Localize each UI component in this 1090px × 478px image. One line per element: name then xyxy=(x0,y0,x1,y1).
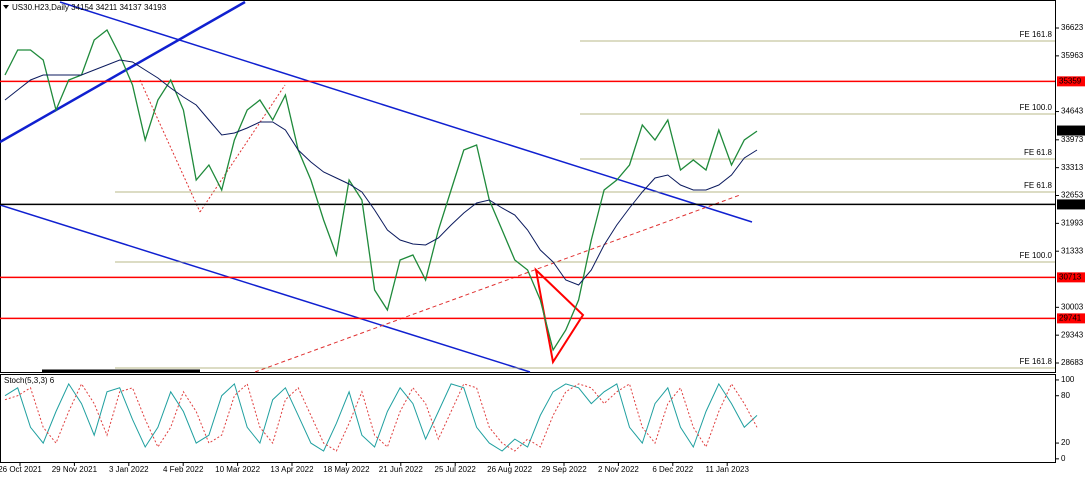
level-tag xyxy=(1057,76,1085,87)
menu-icon xyxy=(3,5,9,9)
level-label: 30713 xyxy=(1059,272,1082,281)
x-tick-label: 25 Jul 2022 xyxy=(435,465,477,474)
y-tick-label: 31333 xyxy=(1061,246,1084,255)
level-tag xyxy=(1057,313,1085,324)
channel-line xyxy=(59,1,753,223)
x-tick-label: 2 Nov 2022 xyxy=(598,465,639,474)
x-tick-label: 29 Nov 2021 xyxy=(52,465,98,474)
dashed-trend xyxy=(254,194,741,373)
moving-average xyxy=(4,59,758,286)
fib-label: FE 100.0 xyxy=(1020,103,1053,112)
x-tick-label: 13 Apr 2022 xyxy=(270,465,314,474)
y-tick-label: 33313 xyxy=(1061,163,1084,172)
dashed-trend xyxy=(139,79,201,213)
dashed-trend xyxy=(199,84,286,213)
y-tick-label: 35963 xyxy=(1061,51,1084,60)
x-tick-label: 29 Sep 2022 xyxy=(541,465,587,474)
x-tick-label: 11 Jan 2023 xyxy=(705,465,749,474)
trend-line xyxy=(0,0,246,144)
fib-label: FE 61.8 xyxy=(1024,148,1053,157)
price-line xyxy=(4,29,758,352)
level-label: 29741 xyxy=(1059,313,1082,322)
fib-label: FE 100.0 xyxy=(1020,251,1053,260)
y-tick-label: 36623 xyxy=(1061,23,1084,32)
y-tick-label: 28683 xyxy=(1061,358,1084,367)
y-tick-label: 20 xyxy=(1061,438,1070,447)
y-tick-label: 31993 xyxy=(1061,218,1084,227)
channel-line xyxy=(0,204,531,373)
x-tick-label: 18 May 2022 xyxy=(323,465,370,474)
x-tick-label: 6 Dec 2022 xyxy=(652,465,693,474)
stoch-line xyxy=(4,382,758,452)
fib-label: FE 61.8 xyxy=(1024,181,1053,190)
y-tick-label: 29343 xyxy=(1061,330,1084,339)
x-tick-label: 10 Mar 2022 xyxy=(215,465,260,474)
level-label: 34193 xyxy=(1059,126,1082,135)
level-label: 35359 xyxy=(1059,76,1082,85)
fib-label: FE 161.8 xyxy=(1020,30,1053,39)
fib-label: FE 161.8 xyxy=(1020,357,1053,366)
y-tick-label: 34643 xyxy=(1061,107,1084,116)
level-label: 32442 xyxy=(1059,200,1082,209)
main-pane xyxy=(0,0,1056,373)
y-tick-label: 0 xyxy=(1061,454,1066,463)
indicator-title: Stoch(5,3,3) 6 xyxy=(4,376,55,385)
x-tick-label: 3 Jan 2022 xyxy=(109,465,149,474)
chart-title: US30.H23,Daily 34154 34211 34137 34193 xyxy=(12,3,167,12)
x-tick-label: 21 Jun 2022 xyxy=(379,465,424,474)
y-tick-label: 100 xyxy=(1061,375,1075,384)
level-tag xyxy=(1057,199,1085,210)
x-tick-label: 26 Oct 2021 xyxy=(0,465,42,474)
level-tag xyxy=(1057,272,1085,283)
stoch-line xyxy=(4,382,758,452)
y-tick-label: 30003 xyxy=(1061,302,1084,311)
y-tick-label: 33973 xyxy=(1061,135,1084,144)
y-tick-label: 80 xyxy=(1061,391,1070,400)
y-tick-label: 32653 xyxy=(1061,191,1084,200)
level-tag xyxy=(1057,125,1085,136)
stoch-pane xyxy=(0,374,1056,463)
x-tick-label: 4 Feb 2022 xyxy=(163,465,204,474)
x-tick-label: 26 Aug 2022 xyxy=(487,465,532,474)
